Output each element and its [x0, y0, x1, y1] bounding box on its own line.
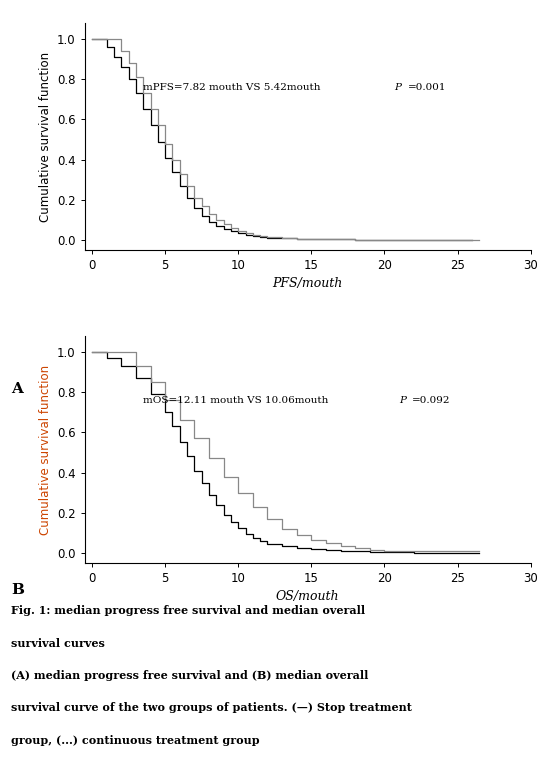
Text: =0.001: =0.001 [408, 82, 446, 92]
Y-axis label: Cumulative survival function: Cumulative survival function [39, 365, 51, 534]
Text: Fig. 1: median progress free survival and median overall: Fig. 1: median progress free survival an… [11, 605, 365, 616]
Text: B: B [11, 583, 24, 597]
Y-axis label: Cumulative survival function: Cumulative survival function [39, 52, 51, 221]
Text: P: P [394, 82, 401, 92]
Text: A: A [11, 382, 23, 396]
Text: mPFS=7.82 mouth VS 5.42mouth: mPFS=7.82 mouth VS 5.42mouth [143, 82, 324, 92]
Text: survival curves: survival curves [11, 638, 105, 648]
Text: mOS=12.11 mouth VS 10.06mouth: mOS=12.11 mouth VS 10.06mouth [143, 396, 332, 405]
X-axis label: PFS/mouth: PFS/mouth [272, 278, 343, 291]
Text: =0.092: =0.092 [412, 396, 451, 405]
Text: P: P [399, 396, 406, 405]
Text: (A) median progress free survival and (B) median overall: (A) median progress free survival and (B… [11, 670, 368, 681]
Text: survival curve of the two groups of patients. (—) Stop treatment: survival curve of the two groups of pati… [11, 702, 412, 713]
X-axis label: OS/mouth: OS/mouth [276, 591, 340, 604]
Text: group, (...) continuous treatment group: group, (...) continuous treatment group [11, 735, 260, 746]
